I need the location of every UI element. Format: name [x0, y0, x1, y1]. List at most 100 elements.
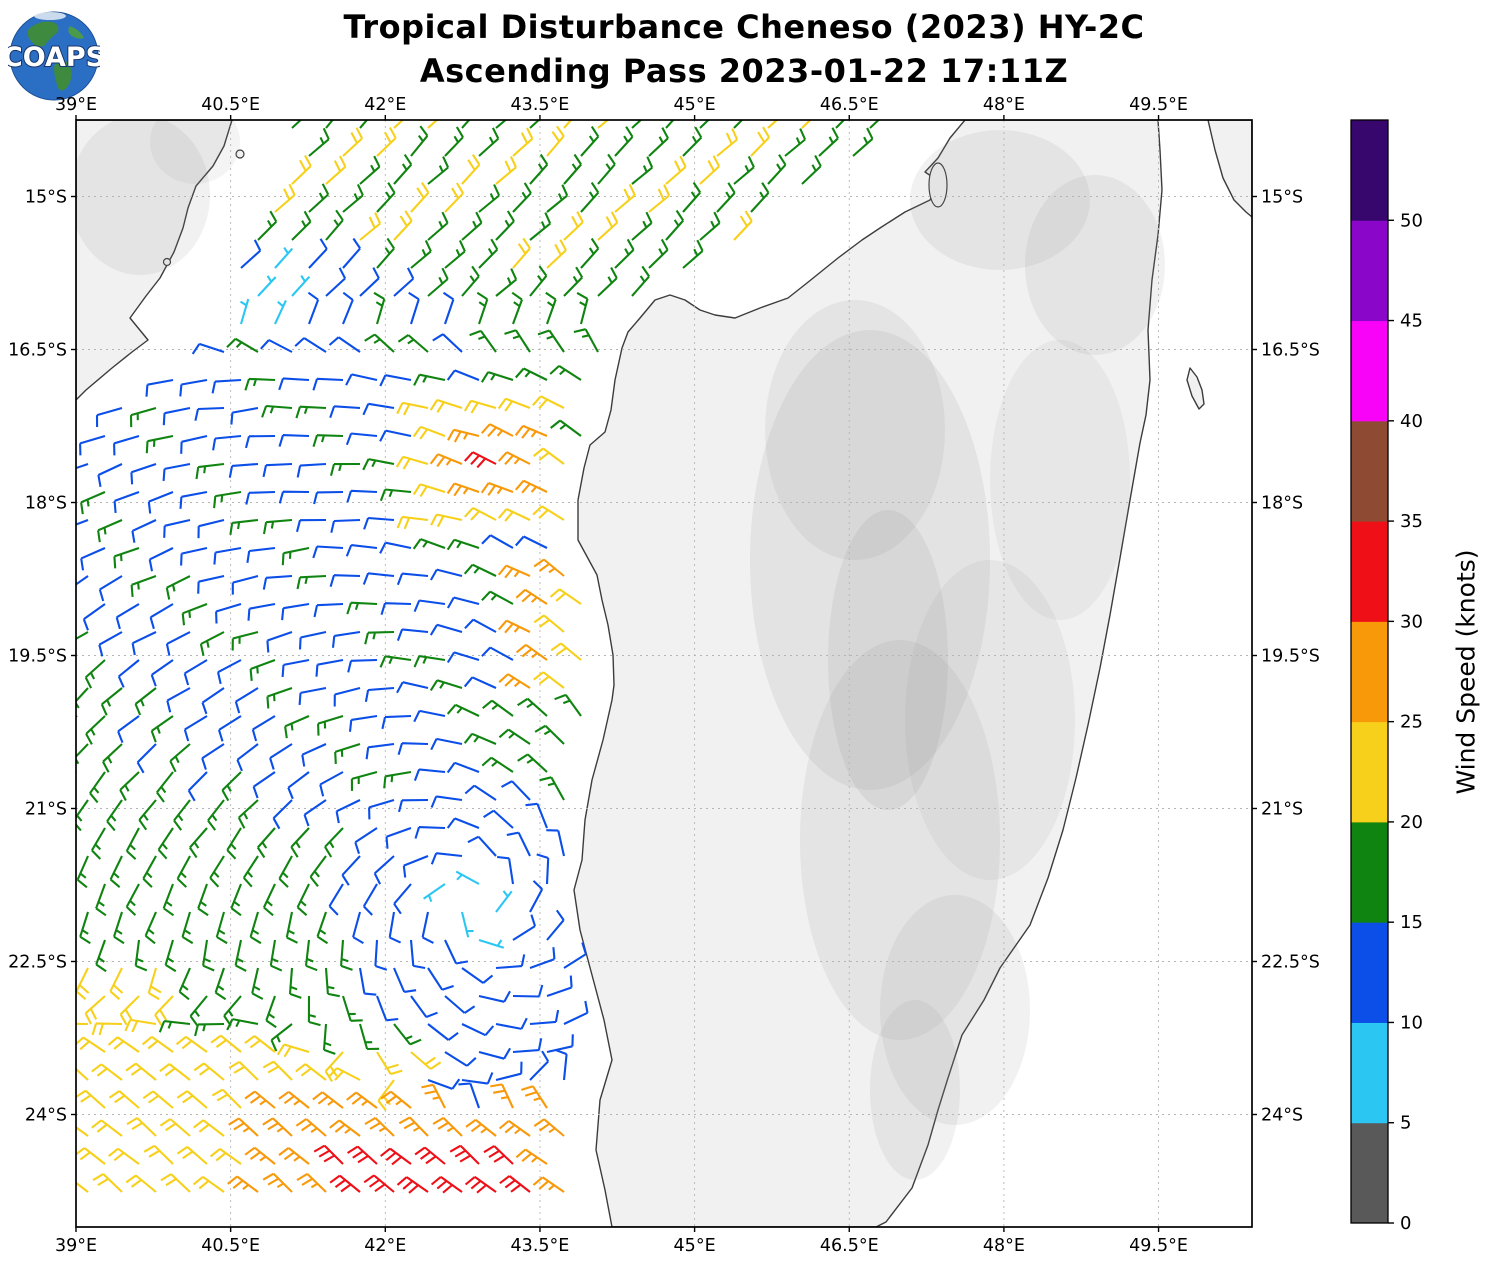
- y-tick-label-left: 21°S: [25, 800, 67, 820]
- wind-barb: [497, 397, 531, 412]
- wind-barb: [163, 518, 191, 538]
- wind-barb: [347, 1145, 378, 1165]
- wind-barb: [194, 1022, 225, 1037]
- wind-barb: [76, 1067, 89, 1081]
- wind-barb: [230, 883, 242, 917]
- y-tick-label-left: 16.5°S: [8, 341, 67, 361]
- wind-barb: [202, 939, 215, 972]
- wind-barb: [512, 237, 531, 269]
- wind-barb: [461, 967, 494, 984]
- wind-barb: [329, 462, 361, 476]
- wind-barb: [362, 572, 395, 585]
- wind-barb: [383, 770, 412, 789]
- wind-barb: [521, 1085, 548, 1109]
- wind-barb: [134, 687, 157, 716]
- x-tick-label-top: 49.5°E: [1129, 95, 1188, 115]
- x-tick-label-bottom: 40.5°E: [201, 1236, 260, 1256]
- wind-barb: [291, 154, 312, 185]
- wind-barb: [365, 742, 395, 760]
- wind-barb: [329, 574, 361, 587]
- wind-barb: [614, 238, 635, 269]
- wind-barb: [414, 826, 446, 839]
- land-layer: [76, 120, 1252, 1227]
- wind-barb: [396, 681, 429, 694]
- wind-barb: [410, 239, 432, 269]
- wind-barb: [298, 686, 327, 705]
- wind-barb: [107, 1036, 140, 1053]
- wind-barb: [481, 423, 514, 438]
- wind-barb: [682, 239, 704, 269]
- relief-shading: [750, 330, 990, 790]
- wind-barb: [393, 967, 417, 993]
- wind-barb: [515, 479, 548, 494]
- wind-barb: [312, 377, 344, 391]
- wind-barb: [480, 371, 514, 383]
- wind-barb: [682, 181, 702, 213]
- wind-barb: [614, 183, 636, 213]
- wind-barb: [329, 1174, 361, 1193]
- wind-barb: [546, 909, 565, 941]
- wind-barb: [430, 795, 463, 808]
- wind-barb: [97, 463, 123, 487]
- wind-barb: [529, 153, 549, 185]
- wind-barb: [234, 939, 247, 972]
- wind-barb: [461, 154, 481, 185]
- wind-barb: [117, 715, 140, 743]
- wind-barb: [143, 1144, 174, 1165]
- wind-barb: [129, 406, 157, 428]
- wind-barb: [512, 914, 537, 941]
- wind-barb: [217, 715, 242, 742]
- wind-barb: [498, 728, 531, 745]
- africa-land: [76, 120, 233, 401]
- wind-barb: [835, 120, 846, 129]
- wind-barb: [733, 210, 753, 241]
- wind-barb: [529, 947, 556, 969]
- wind-barb: [183, 715, 208, 742]
- wind-barb: [631, 156, 654, 185]
- wind-barb: [308, 238, 328, 269]
- wind-barb: [269, 743, 293, 770]
- wind-barb: [228, 1117, 259, 1137]
- x-tick-label-bottom: 48°E: [983, 1236, 1025, 1256]
- wind-barb: [102, 743, 123, 773]
- logo-text: COAPS: [8, 42, 100, 73]
- wind-barb: [396, 572, 429, 586]
- wind-barb: [380, 1090, 412, 1109]
- wind-barb: [346, 601, 378, 615]
- wind-barb: [335, 799, 361, 824]
- figure-title-line1: Tropical Disturbance Cheneso (2023) HY-2…: [343, 8, 1145, 46]
- wind-barb: [312, 545, 344, 559]
- wind-barb: [398, 1116, 429, 1137]
- wind-barb: [427, 211, 449, 241]
- wind-barb: [495, 156, 517, 185]
- wind-barb: [125, 1174, 157, 1193]
- wind-barb: [463, 732, 497, 745]
- globe-continent-north: [27, 21, 59, 47]
- wind-barb: [563, 942, 587, 969]
- wind-barb: [266, 631, 293, 653]
- wind-barb: [307, 995, 321, 1027]
- small-island-2: [162, 257, 172, 267]
- wind-barb: [350, 770, 378, 791]
- wind-barb: [281, 658, 310, 677]
- wind-barb: [483, 809, 514, 829]
- relief-shading: [76, 120, 210, 275]
- wind-barb: [767, 154, 787, 185]
- wind-barb: [270, 1023, 293, 1052]
- wind-barb: [767, 120, 779, 129]
- small-island-1: [235, 149, 245, 159]
- wind-barb: [368, 798, 395, 820]
- wind-barb: [262, 883, 276, 917]
- wind-barb: [325, 267, 347, 297]
- wind-barb: [432, 333, 463, 353]
- x-tick-label-bottom: 46.5°E: [820, 1236, 879, 1256]
- wind-barb: [156, 771, 174, 803]
- wind-barb: [251, 967, 264, 1000]
- wind-barb: [165, 631, 191, 656]
- wind-barb: [359, 267, 380, 297]
- wind-barb: [412, 483, 446, 498]
- wind-barb: [478, 184, 501, 213]
- wind-barb: [499, 1175, 531, 1193]
- globe-continent-south: [54, 59, 72, 91]
- wind-barb: [580, 126, 600, 157]
